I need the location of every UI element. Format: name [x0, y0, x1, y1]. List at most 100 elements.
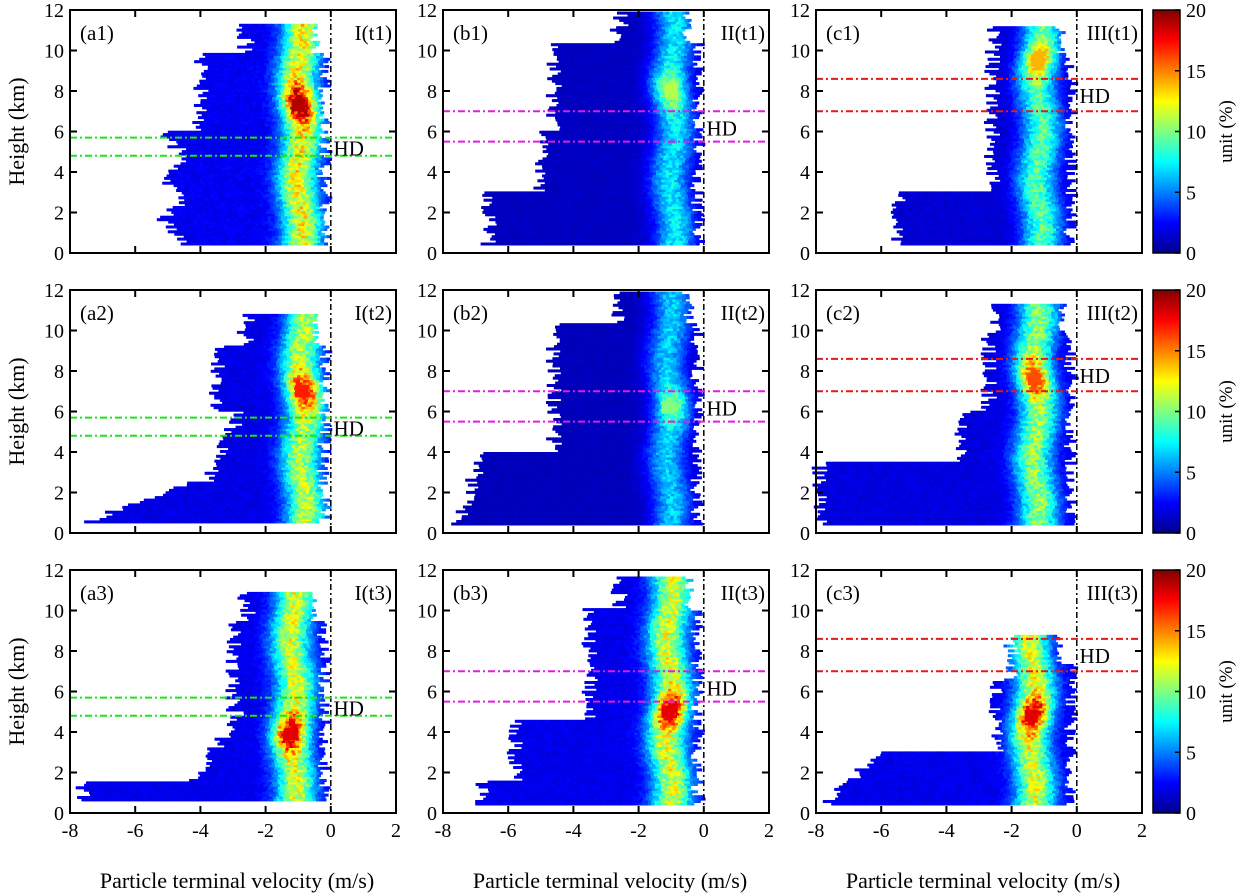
hd-label: HD	[707, 396, 737, 420]
x-tick-label: 0	[326, 820, 336, 842]
y-tick-label: 6	[800, 402, 810, 424]
panel-label: (b1)	[453, 21, 488, 45]
x-tick-label: -8	[62, 820, 79, 842]
stage-label: I(t1)	[355, 21, 392, 45]
x-ticks: -8 -6 -4 -2 0 2	[62, 570, 401, 842]
stage-label: II(t1)	[721, 21, 765, 45]
y-tick-label: 0	[54, 803, 64, 825]
x-ticks	[69, 290, 397, 533]
x-axis-label: Particle terminal velocity (m/s)	[473, 868, 747, 893]
colorbar-tick-label: 5	[1186, 742, 1196, 764]
panel-a1: HD (a1) I(t1) 0 2 4 6 8 10 12	[44, 0, 397, 265]
colorbar-tick-label: 15	[1186, 341, 1206, 363]
x-tick-label: 2	[391, 820, 401, 842]
y-tick-label: 0	[427, 523, 437, 545]
y-tick-label: 10	[790, 601, 810, 623]
y-tick-label: 2	[800, 483, 810, 505]
panel-label: (a2)	[80, 301, 114, 325]
colorbar-tick-label: 15	[1186, 61, 1206, 83]
y-ticks: 0 2 4 6 8 10 12	[44, 280, 396, 545]
x-tick-label: -2	[257, 820, 274, 842]
hd-label: HD	[1080, 84, 1110, 108]
colorbar: 0 5 10 15 20 unit (%)	[1152, 560, 1237, 825]
y-tick-label: 12	[790, 280, 810, 302]
y-tick-label: 4	[427, 442, 437, 464]
y-ticks: 0 2 4 6 8 10 12	[790, 560, 1142, 825]
colorbar-label: unit (%)	[1216, 380, 1237, 443]
y-tick-label: 4	[427, 722, 437, 744]
panel-a3: HD (a3) I(t3) 0 2 4 6 8 10 12 -8 -6 -4 -2 0 2	[44, 560, 401, 842]
y-tick-label: 4	[800, 442, 810, 464]
heatmap-cells	[890, 26, 1079, 246]
y-tick-label: 2	[54, 483, 64, 505]
heatmap-cells	[451, 291, 705, 526]
y-tick-label: 0	[54, 523, 64, 545]
y-tick-label: 8	[800, 81, 810, 103]
x-tick-label: -4	[938, 820, 955, 842]
y-ticks: 0 2 4 6 8 10 12	[44, 0, 396, 265]
y-tick-label: 8	[54, 641, 64, 663]
y-tick-label: 8	[427, 641, 437, 663]
stage-label: II(t3)	[721, 581, 765, 605]
y-tick-label: 0	[800, 803, 810, 825]
y-tick-label: 8	[54, 81, 64, 103]
panel-label: (c1)	[826, 21, 860, 45]
x-tick-label: -2	[1003, 820, 1020, 842]
y-tick-label: 2	[800, 203, 810, 225]
y-tick-label: 10	[44, 321, 64, 343]
x-tick-label: -6	[873, 820, 890, 842]
y-tick-label: 0	[54, 243, 64, 265]
peak-cell	[661, 401, 675, 414]
y-tick-label: 2	[427, 763, 437, 785]
colorbar-tick-label: 20	[1186, 0, 1206, 22]
y-tick-label: 12	[417, 0, 437, 22]
peak-cell	[1024, 709, 1038, 722]
colorbar-tick-label: 20	[1186, 280, 1206, 302]
stage-label: III(t3)	[1087, 581, 1138, 605]
y-ticks: 0 2 4 6 8 10 12	[417, 560, 769, 825]
panel-a2: HD (a2) I(t2) 0 2 4 6 8 10 12	[44, 280, 397, 545]
panel-b3: HD (b3) II(t3) 0 2 4 6 8 10 12 -8 -6 -4 -2 0 2	[417, 560, 774, 842]
panel-c2: HD (c2) III(t2) 0 2 4 6 8 10 12	[790, 280, 1143, 545]
y-tick-label: 4	[54, 442, 64, 464]
x-tick-label: -4	[565, 820, 582, 842]
y-tick-label: 12	[790, 0, 810, 22]
y-axis-label: Height (km)	[4, 77, 29, 185]
x-ticks: -8 -6 -4 -2 0 2	[435, 570, 774, 842]
colorbar-label: unit (%)	[1216, 100, 1237, 163]
heatmap-cells	[84, 313, 333, 524]
y-ticks: 0 2 4 6 8 10 12	[44, 560, 396, 825]
peak-cell	[1031, 54, 1045, 67]
x-tick-label: -4	[192, 820, 209, 842]
y-tick-label: 6	[800, 122, 810, 144]
x-tick-label: 2	[1137, 820, 1147, 842]
y-tick-label: 8	[800, 641, 810, 663]
peak-cell	[291, 99, 305, 112]
y-tick-label: 8	[54, 361, 64, 383]
hd-label: HD	[707, 676, 737, 700]
x-tick-label: 0	[1072, 820, 1082, 842]
y-tick-label: 10	[44, 601, 64, 623]
x-ticks	[69, 10, 397, 253]
y-tick-label: 12	[44, 280, 64, 302]
y-tick-label: 0	[800, 523, 810, 545]
x-ticks: -8 -6 -4 -2 0 2	[808, 570, 1147, 842]
y-axis-label: Height (km)	[4, 357, 29, 465]
panel-label: (b2)	[453, 301, 488, 325]
y-tick-label: 2	[54, 203, 64, 225]
panel-b2: HD (b2) II(t2) 0 2 4 6 8 10 12	[417, 280, 770, 545]
y-tick-label: 10	[417, 321, 437, 343]
colorbar-tick-label: 0	[1186, 243, 1196, 265]
panel-label: (c2)	[826, 301, 860, 325]
x-tick-label: -6	[500, 820, 517, 842]
y-tick-label: 12	[44, 560, 64, 582]
panel-c1: HD (c1) III(t1) 0 2 4 6 8 10 12	[790, 0, 1143, 265]
hd-label: HD	[1080, 644, 1110, 668]
peak-cell	[661, 705, 675, 718]
x-ticks	[442, 10, 770, 253]
y-tick-label: 10	[44, 41, 64, 63]
colorbar-tick-label: 15	[1186, 621, 1206, 643]
panel-label: (b3)	[453, 581, 488, 605]
y-axis-label: Height (km)	[4, 637, 29, 745]
